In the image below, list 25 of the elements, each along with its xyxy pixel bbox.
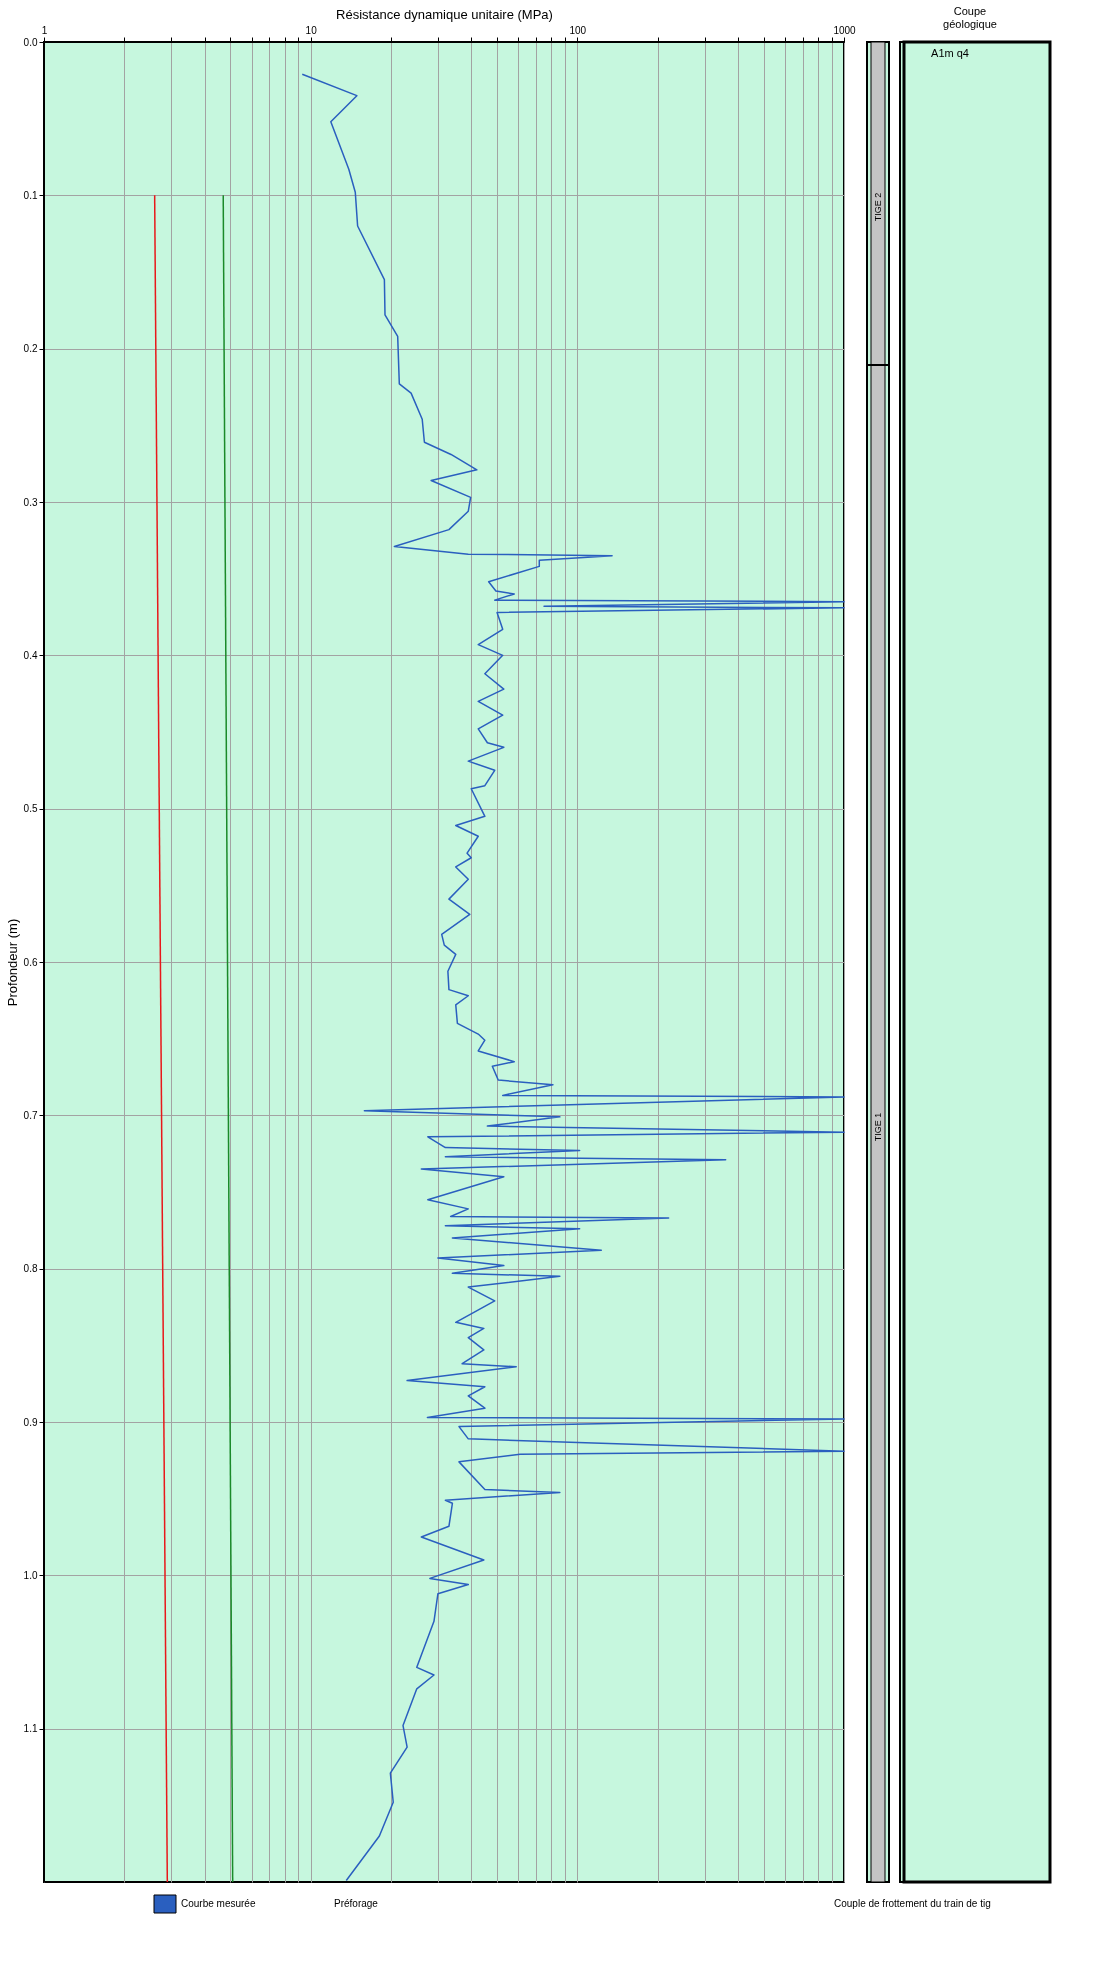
text: A1m q4	[931, 47, 969, 59]
y-tick-label: 0.8	[23, 1263, 38, 1275]
y-tick-label: 0.9	[23, 1416, 38, 1428]
y-tick-label: 1.0	[23, 1569, 38, 1581]
y-tick-label: 0.4	[23, 649, 38, 661]
x-tick-label: 1000	[833, 24, 857, 36]
y-axis-title: Profondeur (m)	[4, 918, 20, 1007]
y-tick-label: 0.7	[23, 1109, 38, 1121]
x-tick-label: 100	[569, 24, 587, 36]
x-tick-label: 1	[41, 24, 48, 36]
y-tick-label: 0.1	[23, 189, 38, 201]
text: Couple de frottement du train de tig	[834, 1898, 991, 1909]
x-axis-title: Résistance dynamique unitaire (MPa)	[336, 6, 553, 22]
text: TIGE 2	[873, 192, 883, 222]
y-tick-label: 1.1	[23, 1723, 38, 1735]
x-tick-label: 10	[305, 24, 318, 36]
y-tick-label: 0.2	[23, 343, 38, 355]
text: Préforage	[334, 1898, 379, 1909]
y-tick-label: 0.6	[23, 956, 38, 968]
legend-label: Courbe mesurée	[181, 1898, 256, 1909]
y-tick-label: 0.0	[23, 36, 38, 48]
y-tick-label: 0.3	[23, 496, 38, 508]
text: TIGE 1	[873, 1112, 883, 1142]
y-tick-label: 0.5	[23, 803, 38, 815]
text: Coupe géologique	[943, 5, 997, 30]
